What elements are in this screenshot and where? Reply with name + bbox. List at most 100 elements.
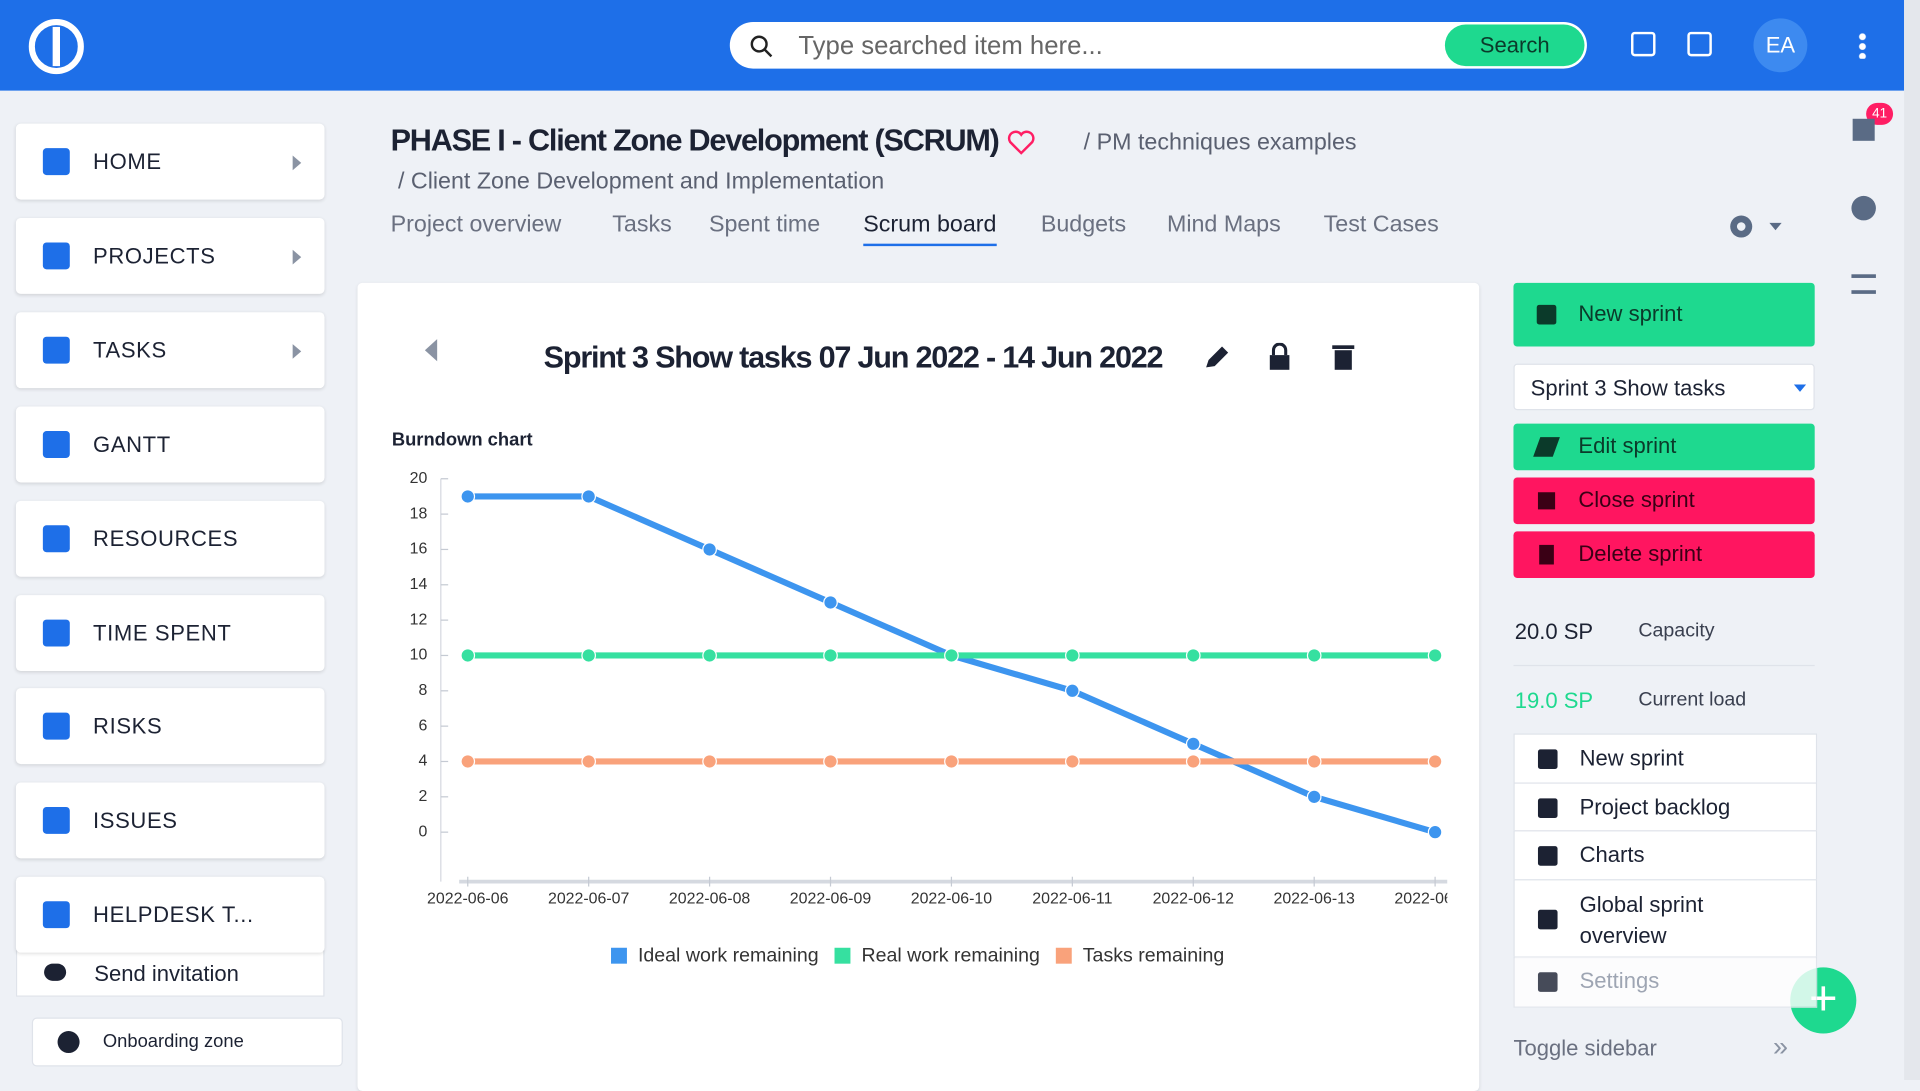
breadcrumb-parent[interactable]: / PM techniques examples <box>1083 129 1357 156</box>
search-icon <box>750 35 773 58</box>
logout-icon[interactable] <box>1687 31 1712 57</box>
expand-arrow <box>292 155 302 171</box>
divider <box>1513 664 1815 667</box>
sprint-menu-item[interactable]: Charts <box>1513 830 1818 882</box>
send-invitation[interactable]: Send invitation <box>15 950 325 997</box>
sidebar-item[interactable]: TASKS <box>15 311 325 388</box>
burndown-chart: Burndown chart 2022-06-06 2022-06-07 2022-… <box>392 429 1448 966</box>
toggle-sidebar[interactable]: Toggle sidebar <box>1513 1035 1657 1061</box>
capacity-value: 20.0 SP <box>1514 619 1594 645</box>
sidebar-item[interactable]: RESOURCES <box>15 500 325 577</box>
settings-gear[interactable] <box>1727 211 1786 243</box>
y-tick-label: 0 <box>418 823 427 840</box>
sidebar-label: HOME <box>93 149 162 174</box>
trash-icon <box>1539 544 1554 565</box>
edit-sprint-button[interactable]: Edit sprint <box>1513 423 1815 471</box>
project-tab[interactable]: Spent time <box>708 211 821 238</box>
data-point <box>1306 789 1322 805</box>
search-box[interactable]: Type searched item here... <box>729 22 1587 69</box>
search-placeholder: Type searched item here... <box>798 31 1103 61</box>
new-sprint-button[interactable]: New sprint <box>1513 282 1815 347</box>
trash-icon[interactable] <box>1334 350 1352 370</box>
breadcrumb-sub[interactable]: / Client Zone Development and Implementa… <box>397 168 885 195</box>
data-point <box>460 754 476 769</box>
favorite-icon[interactable] <box>1007 129 1036 156</box>
delete-sprint-button[interactable]: Delete sprint <box>1513 531 1815 578</box>
menu-icon <box>1537 846 1558 866</box>
user-search-icon[interactable] <box>1851 195 1876 221</box>
data-point <box>1427 648 1443 663</box>
sidebar-label: TASKS <box>93 337 167 363</box>
project-tab[interactable]: Tasks <box>612 211 672 238</box>
project-tab[interactable]: Scrum board <box>863 212 997 247</box>
info-icon <box>57 1031 80 1054</box>
menu-dots[interactable] <box>1858 31 1867 59</box>
flag-icon[interactable] <box>1852 118 1875 141</box>
sidebar-item[interactable]: ISSUES <box>15 782 325 859</box>
data-point <box>1065 754 1080 769</box>
edit-icon[interactable] <box>1206 346 1229 368</box>
y-tick-label: 6 <box>418 717 427 734</box>
menu-label: Project backlog <box>1579 794 1731 820</box>
sprint-menu-item[interactable]: Project backlog <box>1513 782 1818 834</box>
menu-label: Charts <box>1579 842 1645 867</box>
sidebar-icon <box>42 430 70 458</box>
legend-swatch <box>834 947 851 964</box>
invite-icon <box>44 963 67 981</box>
sidebar-icon <box>42 618 70 646</box>
menu-label: New sprint <box>1579 745 1684 771</box>
menu-icon <box>1537 749 1558 769</box>
y-tick-label: 12 <box>410 611 428 628</box>
sidebar-item[interactable]: GANTT <box>15 406 325 483</box>
sidebar-item[interactable]: RISKS <box>15 688 325 765</box>
sidebar-item[interactable]: HELPDESK T... <box>15 876 325 953</box>
delete-sprint-text: Delete sprint <box>1578 541 1703 566</box>
sidebar-item[interactable]: TIME SPENT <box>15 594 325 671</box>
pencil-icon <box>1533 437 1560 457</box>
project-tab[interactable]: Project overview <box>390 211 562 238</box>
lock-icon[interactable] <box>1269 355 1290 370</box>
sprint-select[interactable]: Sprint 3 Show tasks <box>1513 363 1815 411</box>
toggle-arrows[interactable]: » <box>1773 1031 1789 1062</box>
send-invitation-text: Send invitation <box>94 961 239 986</box>
legend-label: Tasks remaining <box>1083 944 1224 966</box>
chart-title: Burndown chart <box>392 429 533 450</box>
sprint-menu-item[interactable]: New sprint <box>1513 733 1818 785</box>
data-point <box>702 542 717 557</box>
sidebar-label: ISSUES <box>93 808 178 834</box>
sidebar-icon <box>42 242 70 270</box>
data-point <box>460 648 476 663</box>
project-tab[interactable]: Mind Maps <box>1166 211 1281 238</box>
checklist-icon[interactable] <box>1851 274 1876 294</box>
calendar-icon[interactable] <box>1631 31 1656 57</box>
data-point <box>944 754 959 769</box>
close-sprint-button[interactable]: Close sprint <box>1513 477 1815 525</box>
project-tab[interactable]: Test Cases <box>1323 211 1439 238</box>
sidebar-icon <box>42 901 70 929</box>
avatar[interactable]: EA <box>1753 18 1808 73</box>
y-tick-label: 18 <box>410 505 428 522</box>
data-point <box>1306 754 1322 769</box>
data-point <box>1427 824 1443 840</box>
menu-label: Global sprint overview <box>1579 892 1704 948</box>
onboarding-zone[interactable]: Onboarding zone <box>31 1017 343 1067</box>
x-tick-label: 2022-06-10 <box>911 891 993 908</box>
sprint-menu-item[interactable]: Global sprint overview <box>1513 879 1818 959</box>
x-tick-label: 2022-06-12 <box>1153 891 1235 908</box>
sprint-menu-item[interactable]: Settings <box>1513 956 1818 1008</box>
project-title: PHASE I - Client Zone Development (SCRUM… <box>390 123 1000 158</box>
y-tick-label: 10 <box>410 647 428 664</box>
scrollbar <box>1904 0 1920 1081</box>
search-button[interactable]: Search <box>1444 24 1585 67</box>
sidebar-item[interactable]: PROJECTS <box>15 217 325 294</box>
sidebar-label: GANTT <box>93 431 171 457</box>
new-sprint-text: New sprint <box>1578 301 1683 326</box>
project-tab[interactable]: Budgets <box>1040 211 1127 238</box>
menu-icon <box>1537 972 1558 992</box>
sidebar-icon <box>42 524 70 552</box>
load-label: Current load <box>1638 689 1747 711</box>
prev-arrow[interactable] <box>422 338 439 362</box>
sidebar-item[interactable]: HOME <box>15 123 325 200</box>
